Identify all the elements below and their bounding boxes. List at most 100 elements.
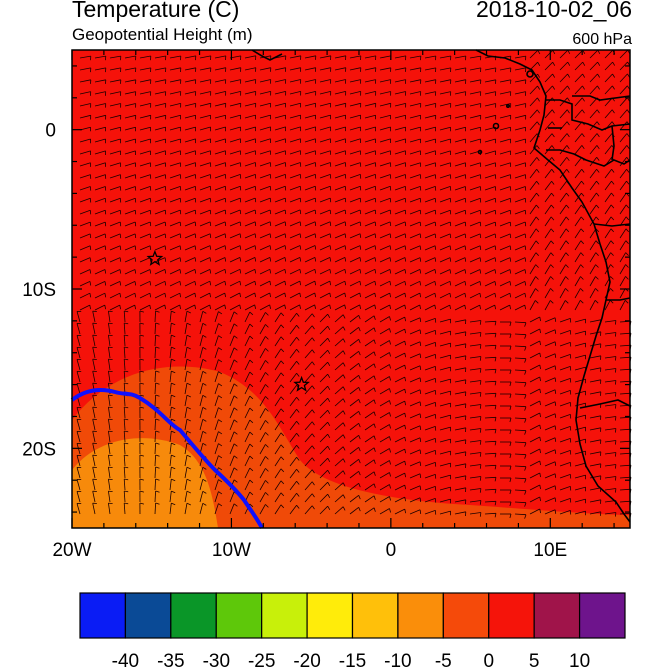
wind-barb-flag (494, 305, 496, 310)
wind-barb-staff (574, 330, 586, 335)
wind-barb-staff (79, 91, 91, 95)
wind-barb-staff (199, 91, 211, 95)
wind-barb-flag (139, 334, 145, 337)
wind-barb-staff (289, 432, 297, 443)
wind-barb-flag (265, 468, 269, 472)
wind-barb-staff (559, 330, 571, 335)
wind-barb-flag (389, 221, 392, 227)
wind-barb-flag (155, 466, 160, 469)
wind-barb-flag (565, 252, 569, 256)
wind-barb-staff (214, 359, 219, 371)
wind-barb-staff (349, 458, 359, 467)
wind-barb-staff (394, 352, 405, 359)
wind-barb-staff (244, 323, 251, 335)
wind-barb-flag (314, 269, 317, 274)
wind-barb-staff (484, 245, 496, 251)
wind-barb-staff (169, 304, 180, 311)
wind-barb-staff (334, 398, 344, 407)
wind-barb-flag (494, 489, 497, 494)
wind-barb-staff (544, 264, 552, 275)
wind-barb-staff (424, 79, 436, 83)
wind-barb-staff (589, 85, 598, 95)
wind-barb-flag (209, 281, 212, 286)
wind-barb-flag (615, 512, 617, 517)
wind-barb-staff (454, 269, 466, 275)
wind-barb-staff (199, 114, 211, 119)
wind-barb-staff (619, 121, 628, 131)
wind-barb-staff (364, 197, 376, 203)
wind-barb-staff (619, 204, 627, 215)
wind-barb-staff (184, 257, 196, 263)
wind-barb-staff (304, 126, 316, 131)
wind-barb-staff (454, 319, 466, 323)
wind-barb-staff (619, 300, 626, 311)
wind-barb-staff (499, 103, 511, 107)
wind-barb-flag (373, 459, 376, 464)
wind-barb-staff (454, 439, 466, 443)
wind-barb-flag (374, 221, 377, 227)
wind-barb-flag (524, 346, 527, 351)
wind-barb-flag (404, 304, 406, 310)
wind-barb-staff (394, 412, 405, 419)
wind-barb-flag (218, 455, 223, 459)
wind-barb-flag (265, 324, 269, 328)
wind-barb-flag (299, 245, 302, 250)
wind-barb-flag (280, 480, 285, 485)
wind-barb-flag (327, 313, 331, 319)
wind-barb-flag (311, 457, 315, 462)
wind-barb-staff (364, 257, 376, 263)
wind-barb-staff (319, 197, 331, 203)
wind-barb-staff (274, 209, 286, 215)
wind-barb-staff (589, 276, 596, 287)
wind-barb-staff (574, 216, 582, 227)
wind-barb-staff (439, 402, 451, 407)
wind-barb-staff (79, 103, 91, 107)
wind-barb-flag (327, 337, 331, 343)
wind-barb-flag (509, 269, 512, 274)
wind-barb-flag (202, 382, 207, 386)
wind-barb-staff (499, 138, 511, 143)
wind-barb-staff (364, 55, 376, 59)
wind-barb-flag (179, 233, 182, 239)
wind-barb-staff (244, 197, 256, 203)
wind-barb-flag (265, 348, 269, 352)
wind-barb-flag (108, 406, 113, 408)
wind-barb-flag (625, 252, 629, 256)
wind-barb-flag (139, 406, 145, 409)
wind-barb-flag (311, 433, 315, 438)
wind-barb-staff (484, 91, 496, 95)
wind-barb-staff (619, 380, 632, 383)
wind-barb-staff (229, 209, 241, 215)
wind-barb-staff (79, 174, 91, 179)
wind-barb-staff (304, 102, 316, 107)
wind-barb-staff (514, 269, 526, 275)
wind-barb-staff (79, 269, 91, 275)
wind-barb-staff (334, 458, 344, 467)
wind-barb-staff (319, 102, 331, 107)
wind-barb-flag (610, 288, 614, 292)
wind-barb-staff (529, 276, 536, 287)
wind-barb-staff (514, 162, 526, 167)
wind-barb-staff (169, 280, 181, 287)
wind-barb-flag (155, 334, 160, 337)
wind-barb-staff (604, 464, 616, 467)
wind-barb-staff (139, 91, 151, 95)
wind-barb-flag (139, 310, 145, 313)
wind-barb-staff (289, 444, 297, 455)
wind-barb-flag (311, 493, 315, 498)
wind-barb-flag (254, 245, 257, 250)
wind-barb-staff (469, 380, 481, 383)
wind-barb-flag (299, 233, 302, 238)
wind-barb-staff (424, 150, 436, 155)
wind-barb-staff (559, 180, 567, 191)
wind-barb-staff (108, 407, 111, 419)
wind-barb-staff (124, 103, 136, 107)
wind-barb-flag (373, 483, 376, 488)
wind-barb-flag (119, 305, 121, 310)
wind-barb-flag (296, 324, 300, 329)
wind-barb-staff (619, 464, 632, 467)
wind-barb-flag (239, 304, 241, 310)
wind-barb-flag (124, 478, 129, 481)
wind-barb-staff (454, 138, 466, 143)
wind-barb-staff (574, 354, 586, 359)
